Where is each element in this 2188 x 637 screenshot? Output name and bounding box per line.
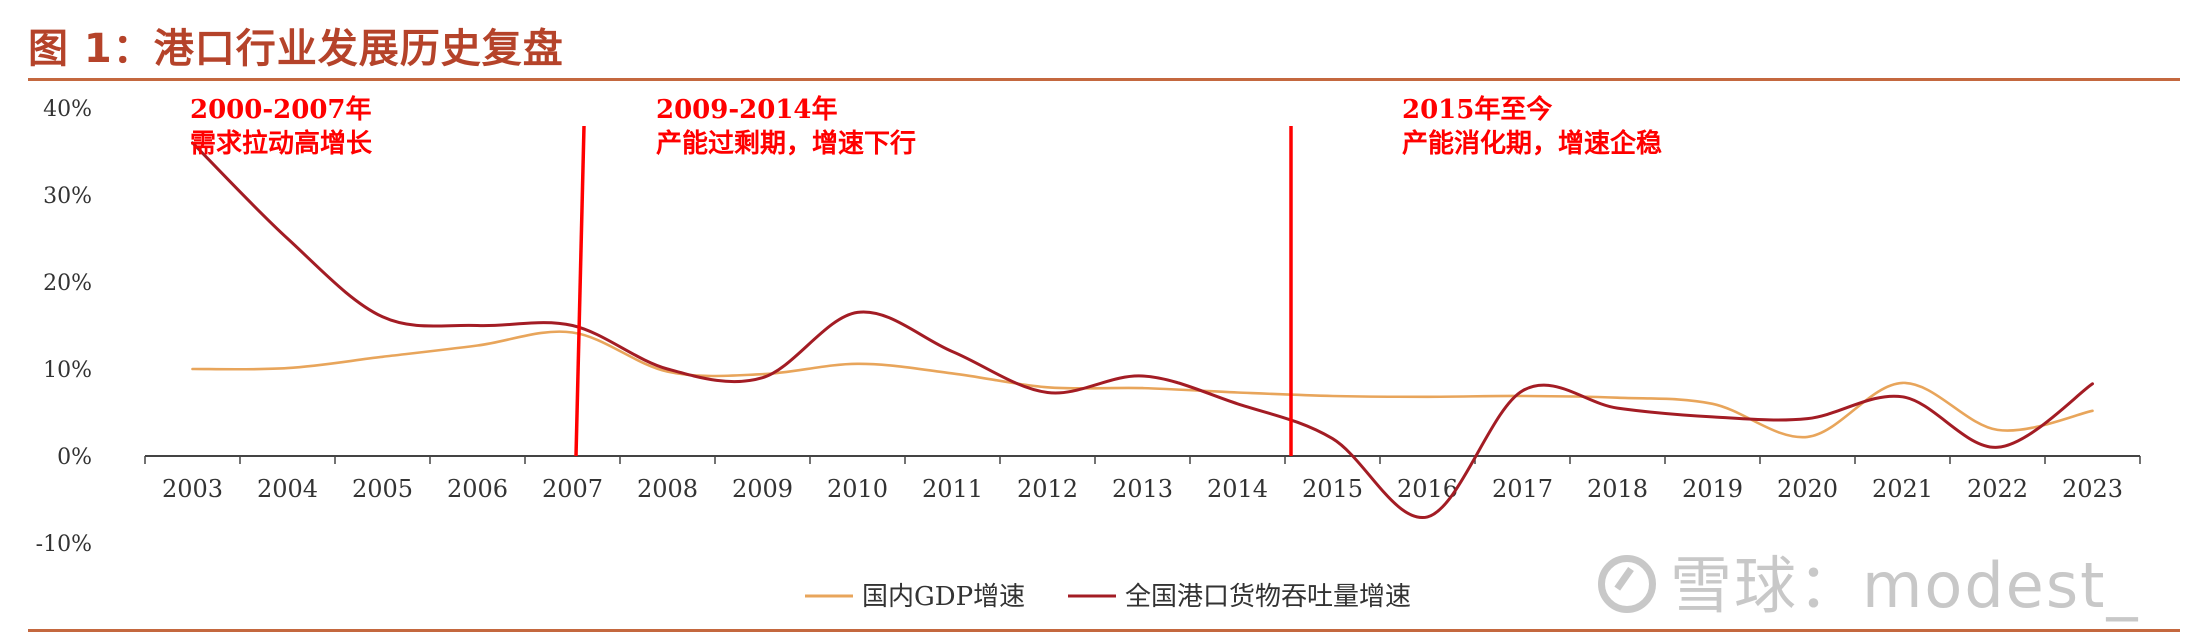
x-tick-label: 2008 xyxy=(637,475,698,503)
bottom-rule xyxy=(28,629,2180,632)
y-tick-label: 30% xyxy=(43,184,92,209)
period-annotation-range: 2000-2007年 xyxy=(190,94,372,125)
x-tick-label: 2023 xyxy=(2062,475,2123,503)
x-tick-label: 2004 xyxy=(257,475,318,503)
y-axis: 40% 30% 20% 10% 0% -10% xyxy=(36,97,92,557)
x-tick-label: 2019 xyxy=(1682,475,1743,503)
x-tick-label: 2018 xyxy=(1587,475,1648,503)
period-annotation-range: 2015年至今 xyxy=(1402,94,1552,125)
period-annotation-range: 2009-2014年 xyxy=(656,94,838,125)
x-tick-label: 2020 xyxy=(1777,475,1838,503)
x-tick-label: 2010 xyxy=(827,475,888,503)
x-tick-label: 2012 xyxy=(1017,475,1078,503)
y-tick-label: -10% xyxy=(36,532,92,557)
legend-label-gdp: 国内GDP增速 xyxy=(862,582,1025,612)
port-throughput-growth-line xyxy=(191,141,2094,519)
x-tick-label: 2015 xyxy=(1302,475,1363,503)
x-tick-label: 2017 xyxy=(1492,475,1553,503)
period-annotation-desc: 需求拉动高增长 xyxy=(190,128,373,159)
x-tick-label: 2003 xyxy=(162,475,223,503)
x-tick-label: 2014 xyxy=(1207,475,1268,503)
x-tick-label: 2009 xyxy=(732,475,793,503)
y-tick-label: 0% xyxy=(57,445,92,470)
top-rule xyxy=(28,78,2180,81)
x-tick-label: 2022 xyxy=(1967,475,2028,503)
x-tick-label: 2005 xyxy=(352,475,413,503)
x-tick-label: 2016 xyxy=(1397,475,1458,503)
series-layer xyxy=(191,141,2094,519)
x-axis: 2003 2004 2005 2006 2007 2008 2009 2010 2011 2012… xyxy=(144,455,2141,503)
period-annotation-desc: 产能消化期，增速企稳 xyxy=(1402,128,1662,159)
watermark-text: 雪球：modest_ xyxy=(1670,549,2140,622)
x-tick-label: 2007 xyxy=(542,475,603,503)
y-tick-label: 20% xyxy=(43,271,92,296)
figure-title: 图 1：港口行业发展历史复盘 xyxy=(28,26,564,72)
y-tick-label: 10% xyxy=(43,358,92,383)
x-tick-label: 2011 xyxy=(922,475,983,503)
legend-label-port: 全国港口货物吞吐量增速 xyxy=(1125,582,1411,612)
x-tick-label: 2013 xyxy=(1112,475,1173,503)
x-tick-label: 2006 xyxy=(447,475,508,503)
snowball-logo-icon xyxy=(1598,555,1656,613)
period-dividers xyxy=(574,125,1293,457)
period-divider-line xyxy=(574,125,586,457)
period-annotation-desc: 产能过剩期，增速下行 xyxy=(656,128,916,159)
y-tick-label: 40% xyxy=(43,97,92,122)
legend: 国内GDP增速 全国港口货物吞吐量增速 xyxy=(805,582,1411,612)
gdp-growth-line xyxy=(191,330,2094,439)
watermark: 雪球：modest_ xyxy=(1598,535,2139,625)
x-tick-label: 2021 xyxy=(1872,475,1933,503)
